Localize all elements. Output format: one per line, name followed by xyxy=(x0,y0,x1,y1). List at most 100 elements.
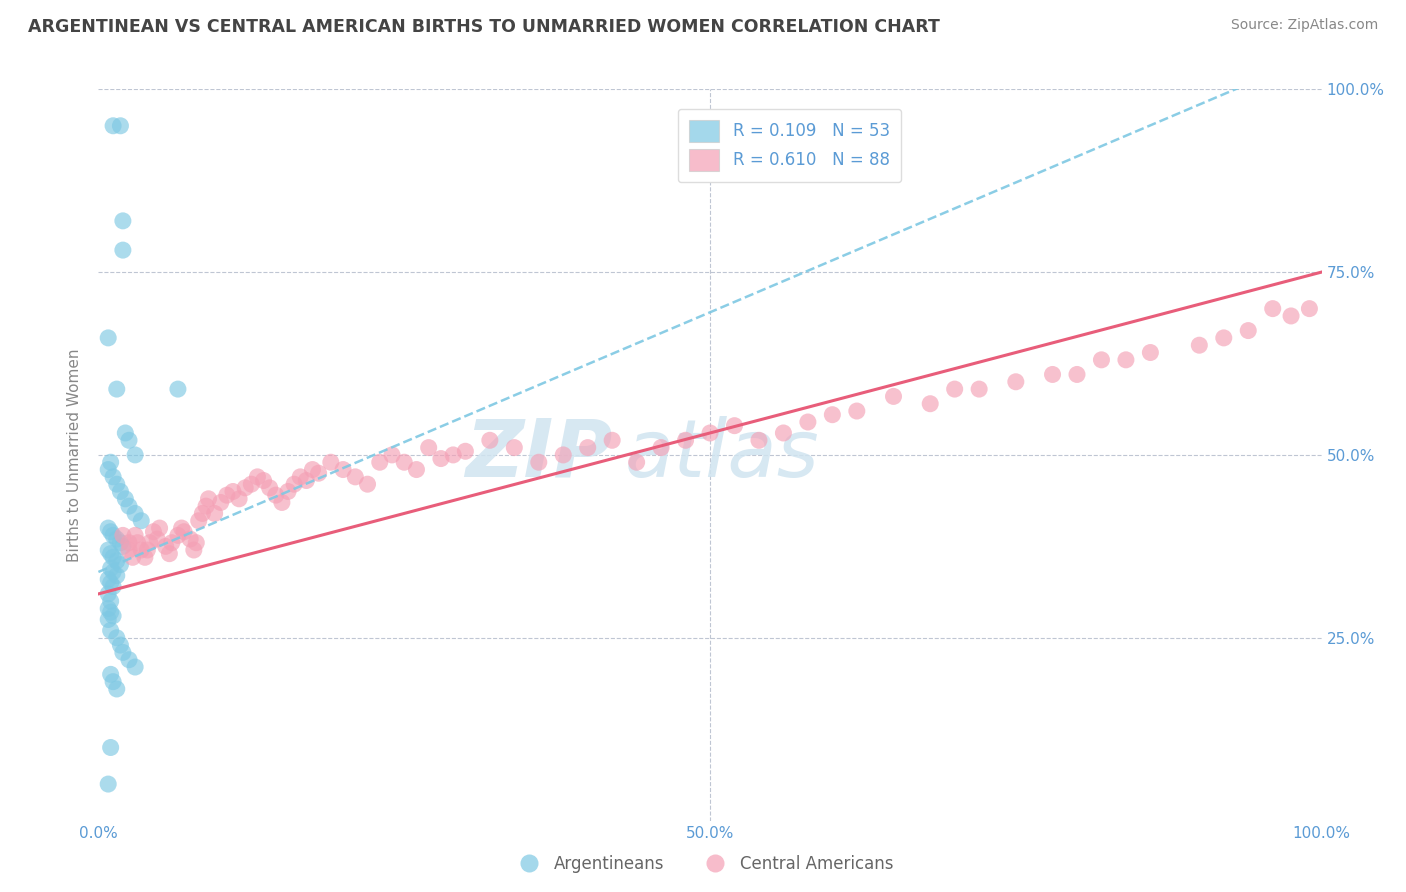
Point xyxy=(139,535,162,549)
Point xyxy=(101,674,124,689)
Point xyxy=(170,521,193,535)
Point xyxy=(110,484,132,499)
Point xyxy=(105,554,128,568)
Point xyxy=(101,550,124,565)
Point xyxy=(576,441,599,455)
Point xyxy=(167,382,190,396)
Point xyxy=(295,474,318,488)
Point xyxy=(264,488,287,502)
Point xyxy=(356,477,378,491)
Point xyxy=(430,451,453,466)
Point xyxy=(943,382,966,396)
Point xyxy=(142,524,165,539)
Point xyxy=(105,477,128,491)
Point xyxy=(418,441,440,455)
Point xyxy=(797,415,820,429)
Point xyxy=(129,514,152,528)
Point xyxy=(1237,324,1260,338)
Point xyxy=(100,455,122,469)
Point xyxy=(111,214,134,228)
Point xyxy=(675,434,697,448)
Point xyxy=(100,605,122,619)
Point xyxy=(100,524,122,539)
Point xyxy=(967,382,990,396)
Point xyxy=(100,667,122,681)
Point xyxy=(381,448,404,462)
Point xyxy=(883,389,905,403)
Point xyxy=(191,507,214,521)
Point xyxy=(183,543,205,558)
Point xyxy=(319,455,342,469)
Point xyxy=(111,539,134,553)
Point xyxy=(146,532,169,546)
Point xyxy=(118,653,141,667)
Point xyxy=(1004,375,1026,389)
Point xyxy=(699,425,721,440)
Point xyxy=(100,576,122,591)
Point xyxy=(97,777,120,791)
Point xyxy=(101,119,124,133)
Point xyxy=(155,539,177,553)
Point xyxy=(1279,309,1302,323)
Point xyxy=(105,532,128,546)
Point xyxy=(101,528,124,542)
Point xyxy=(101,470,124,484)
Point xyxy=(101,580,124,594)
Point xyxy=(277,484,299,499)
Point xyxy=(772,425,794,440)
Point xyxy=(97,331,120,345)
Point xyxy=(1261,301,1284,316)
Point xyxy=(111,528,134,542)
Point xyxy=(110,558,132,572)
Point xyxy=(167,528,190,542)
Point xyxy=(105,681,128,696)
Point xyxy=(111,243,134,257)
Point xyxy=(111,645,134,659)
Point xyxy=(97,587,120,601)
Point xyxy=(100,547,122,561)
Point xyxy=(270,495,294,509)
Point xyxy=(1212,331,1234,345)
Point xyxy=(105,382,128,396)
Text: atlas: atlas xyxy=(624,416,820,494)
Point xyxy=(160,535,183,549)
Point xyxy=(600,434,623,448)
Point xyxy=(110,638,132,652)
Text: ARGENTINEAN VS CENTRAL AMERICAN BIRTHS TO UNMARRIED WOMEN CORRELATION CHART: ARGENTINEAN VS CENTRAL AMERICAN BIRTHS T… xyxy=(28,18,941,36)
Point xyxy=(149,521,172,535)
Point xyxy=(392,455,416,469)
Point xyxy=(97,601,120,615)
Point xyxy=(118,434,141,448)
Point xyxy=(204,507,226,521)
Point xyxy=(553,448,575,462)
Point xyxy=(121,550,143,565)
Point xyxy=(308,466,330,480)
Point xyxy=(110,119,132,133)
Point xyxy=(209,495,232,509)
Point xyxy=(246,470,269,484)
Point xyxy=(100,561,122,575)
Point xyxy=(124,448,146,462)
Point xyxy=(118,535,141,549)
Point xyxy=(441,448,464,462)
Point xyxy=(368,455,391,469)
Point xyxy=(136,543,159,558)
Legend: R = 0.109   N = 53, R = 0.610   N = 88: R = 0.109 N = 53, R = 0.610 N = 88 xyxy=(678,109,901,182)
Point xyxy=(748,434,770,448)
Y-axis label: Births to Unmarried Women: Births to Unmarried Women xyxy=(67,348,83,562)
Point xyxy=(344,470,367,484)
Point xyxy=(187,514,209,528)
Point xyxy=(1090,352,1112,367)
Point xyxy=(233,481,256,495)
Point xyxy=(97,462,120,476)
Point xyxy=(290,470,312,484)
Text: Source: ZipAtlas.com: Source: ZipAtlas.com xyxy=(1230,18,1378,32)
Point xyxy=(134,550,156,565)
Point xyxy=(129,543,152,558)
Point xyxy=(259,481,281,495)
Point xyxy=(114,425,136,440)
Point xyxy=(124,528,146,542)
Point xyxy=(186,535,208,549)
Point xyxy=(179,532,201,546)
Point xyxy=(1298,301,1320,316)
